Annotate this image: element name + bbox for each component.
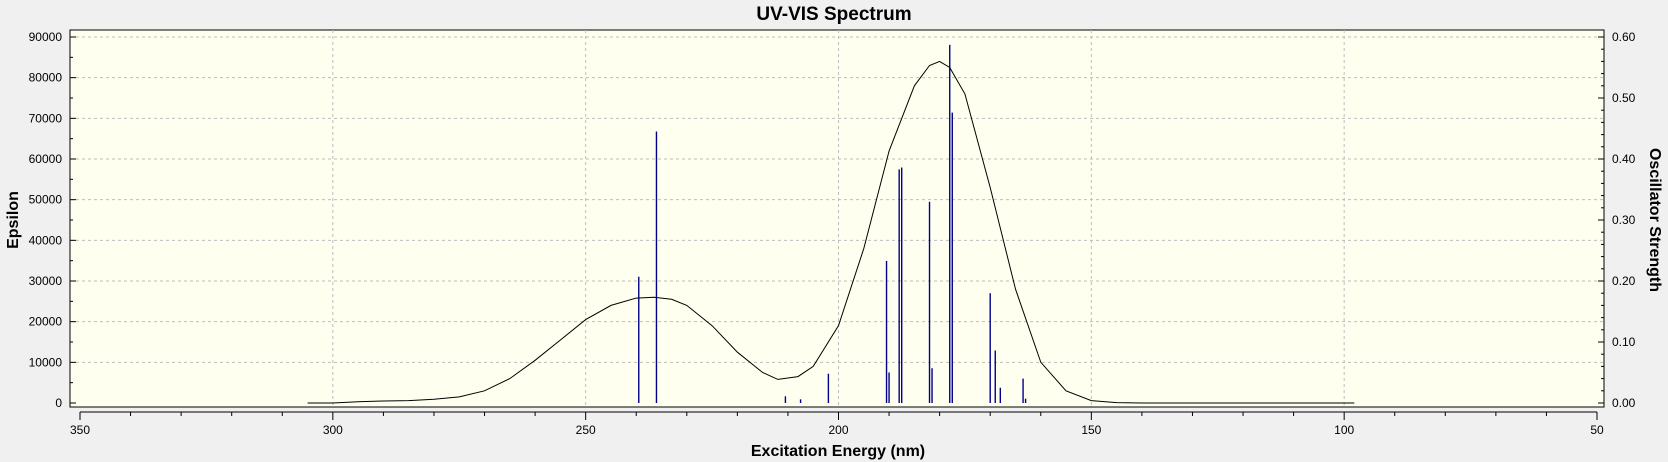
x-tick-label: 50: [1590, 423, 1604, 437]
oscillator-sticks: [638, 44, 1027, 403]
y2-tick-label: 0.50: [1612, 91, 1636, 105]
y-tick-label: 10000: [29, 355, 63, 369]
x-axis: 350 300 250 200 150 100 50: [70, 411, 1604, 437]
y-tick-label: 0: [55, 396, 62, 410]
y-tick-label: 20000: [29, 315, 63, 329]
plot-area: [69, 29, 1605, 408]
y-tick-label: 80000: [29, 71, 63, 85]
y-axis-epsilon: 0 10000 20000 30000 40000 50000 60000 70000 8000…: [29, 30, 76, 410]
x-tick-label: 250: [576, 423, 596, 437]
x-tick-label: 300: [323, 423, 343, 437]
x-axis-title: Excitation Energy (nm): [751, 443, 925, 460]
spectrum-curve: [307, 60, 1355, 404]
y2-tick-label: 0.00: [1612, 396, 1636, 410]
y2-tick-label: 0.30: [1612, 213, 1636, 227]
y-tick-label: 70000: [29, 111, 63, 125]
x-tick-label: 150: [1081, 423, 1101, 437]
x-tick-label: 350: [70, 423, 90, 437]
y-tick-label: 90000: [29, 30, 63, 44]
y2-tick-label: 0.60: [1612, 30, 1636, 44]
x-tick-label: 200: [828, 423, 848, 437]
grid-lines: [70, 30, 1604, 407]
y-tick-label: 40000: [29, 233, 63, 247]
y-tick-label: 60000: [29, 152, 63, 166]
chart-title: UV-VIS Spectrum: [756, 4, 911, 25]
y2-tick-label: 0.20: [1612, 274, 1636, 288]
y2-axis-title: Oscillator Strength: [1646, 148, 1663, 292]
y2-tick-label: 0.10: [1612, 335, 1636, 349]
y-axis-oscillator: 0.00 0.10 0.20 0.30 0.40 0.50 0.60: [1598, 30, 1636, 410]
y-tick-label: 30000: [29, 274, 63, 288]
y2-tick-label: 0.40: [1612, 152, 1636, 166]
y-tick-label: 50000: [29, 193, 63, 207]
y-axis-title: Epsilon: [5, 191, 22, 249]
x-tick-label: 100: [1334, 423, 1354, 437]
